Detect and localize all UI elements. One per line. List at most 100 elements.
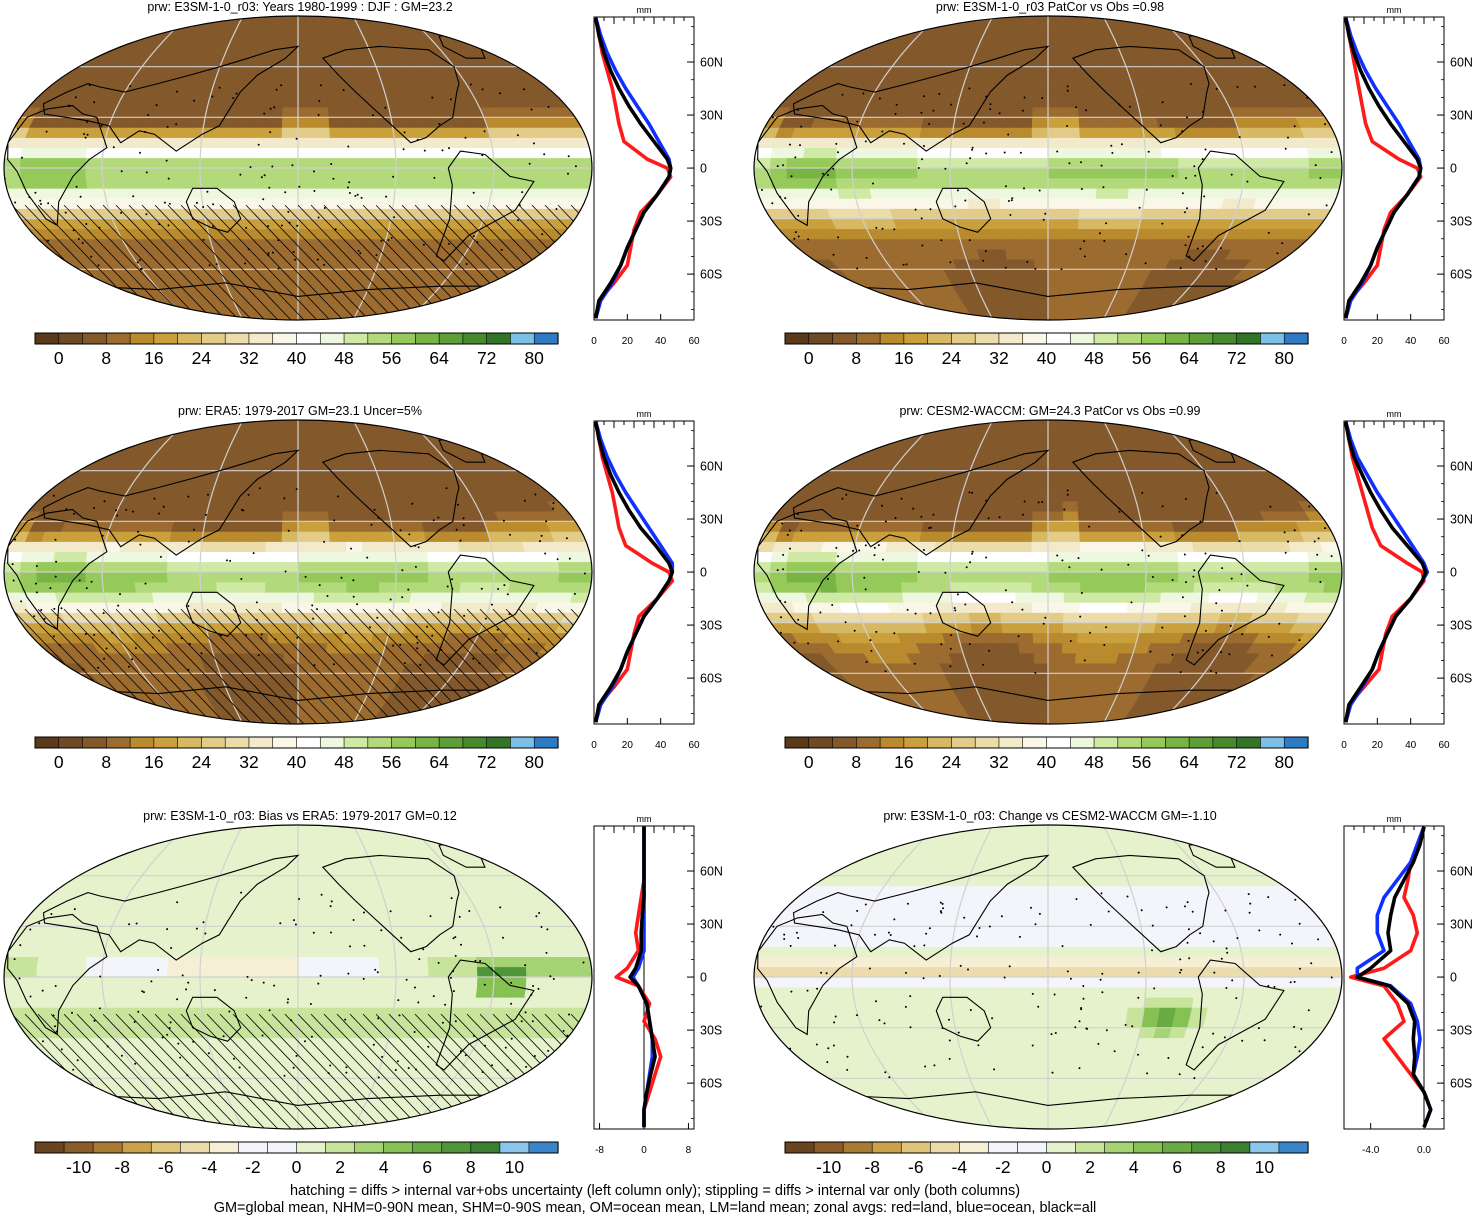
field-cell — [1104, 86, 1122, 98]
hatch-line — [544, 204, 592, 320]
field-cell — [1225, 551, 1244, 563]
colorbar-tick-label: 40 — [287, 752, 307, 772]
field-cell — [1015, 703, 1029, 715]
field-cell — [183, 157, 201, 169]
field-cell — [1171, 208, 1191, 219]
field-cell — [470, 693, 497, 705]
field-cell — [467, 25, 495, 37]
stipple-dot — [120, 170, 123, 173]
field-cell — [1308, 157, 1326, 169]
field-cell — [323, 258, 340, 270]
field-cell — [1127, 591, 1146, 603]
field-cell — [103, 187, 123, 199]
field-cell — [346, 571, 364, 583]
lat-tick-label: 0 — [1450, 162, 1457, 176]
field-cell — [232, 177, 250, 189]
field-cell — [1274, 551, 1293, 563]
field-cell — [572, 581, 592, 593]
field-cell — [1018, 642, 1035, 654]
stipple-dot — [269, 107, 272, 110]
stipple-dot — [11, 563, 14, 566]
field-cell — [862, 703, 889, 715]
field-cell — [136, 309, 162, 320]
field-cell — [297, 521, 315, 532]
stipple-dot — [296, 224, 299, 227]
field-cell — [900, 581, 919, 593]
colorbar: 0 8 16 24 32 40 48 56 64 72 80 — [784, 332, 1309, 368]
stipple-dot — [522, 88, 525, 91]
field-cell — [1047, 279, 1061, 290]
field-cell — [444, 571, 462, 583]
field-cell — [868, 581, 887, 593]
field-cell — [1106, 632, 1124, 644]
field-cell — [869, 187, 889, 199]
field-cell — [1047, 531, 1065, 542]
stipple-dot — [789, 143, 791, 146]
field-cell — [173, 106, 193, 118]
colorbar-swatch — [82, 736, 107, 749]
field-cell — [489, 187, 509, 199]
stipple-dot — [1068, 162, 1071, 165]
field-cell — [475, 177, 494, 189]
field-cell — [156, 309, 180, 320]
stipple-dot — [34, 191, 37, 194]
field-cell — [255, 480, 272, 492]
stipple-dot — [168, 202, 171, 205]
stipple-dot — [1056, 150, 1059, 153]
field-cell — [101, 299, 129, 311]
field-cell — [439, 127, 459, 138]
field-cell — [1140, 612, 1159, 623]
field-cell — [112, 299, 139, 311]
field-cell — [204, 218, 223, 230]
field-cell — [1015, 147, 1033, 159]
field-cell — [1047, 96, 1064, 108]
colorbar-swatch — [1212, 332, 1238, 345]
field-cell — [1047, 602, 1065, 613]
stipple-dot — [794, 156, 797, 159]
field-cell — [1063, 521, 1080, 532]
field-cell — [281, 591, 299, 603]
field-cell — [1197, 25, 1223, 37]
field-cell — [1032, 632, 1049, 644]
field-cell — [373, 622, 392, 634]
coastline-n-america — [321, 45, 460, 144]
field-cell — [146, 420, 171, 431]
stipple-dot — [944, 167, 947, 170]
field-cell — [437, 429, 462, 441]
field-cell — [868, 177, 887, 189]
field-cell — [199, 571, 217, 583]
stipple-dot — [826, 174, 829, 176]
field-cell — [379, 157, 397, 169]
field-cell — [521, 541, 542, 553]
field-cell — [887, 198, 907, 209]
field-cell — [52, 167, 71, 179]
map-panel: prw: E3SM-1-0_r03: Years 1980-1999 : DJF… — [0, 0, 740, 400]
field-cell — [1080, 177, 1098, 189]
colorbar-swatch — [391, 736, 416, 749]
field-cell — [903, 198, 923, 209]
field-cell — [1171, 521, 1191, 532]
field-cell — [1275, 157, 1294, 169]
field-cell — [1259, 157, 1277, 169]
field-cell — [394, 551, 413, 563]
field-cell — [851, 571, 870, 583]
field-cell — [999, 198, 1017, 209]
field-cell — [933, 551, 952, 563]
stipple-dot — [1080, 161, 1082, 164]
field-cell — [1000, 521, 1018, 532]
field-cell — [1161, 581, 1179, 593]
field-cell — [851, 25, 879, 37]
colorbar-tick-label: 80 — [524, 752, 544, 772]
stipple-dot — [923, 145, 925, 147]
field-cell — [379, 571, 397, 583]
field-cell — [123, 25, 149, 37]
field-cell — [505, 541, 526, 553]
field-cell — [1155, 208, 1175, 219]
stipple-dot — [385, 195, 388, 198]
field-cell — [411, 561, 429, 573]
colorbar-tick-label: 24 — [192, 752, 212, 772]
stipple-dot — [932, 109, 935, 112]
stipple-dot — [284, 191, 287, 194]
field-cell — [216, 137, 235, 149]
field-cell — [453, 16, 480, 27]
